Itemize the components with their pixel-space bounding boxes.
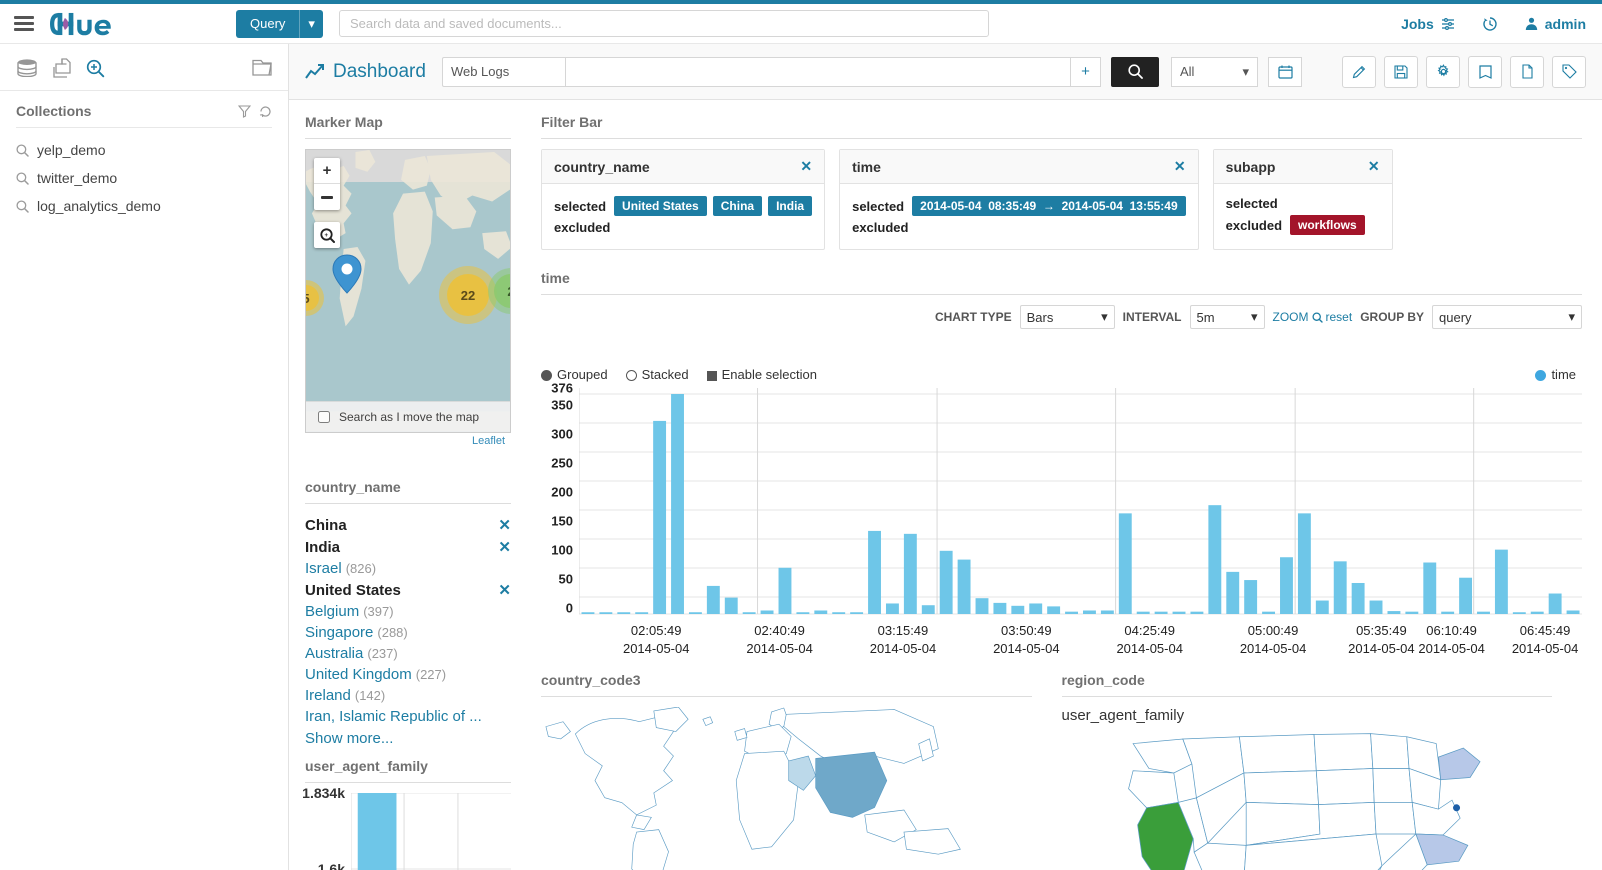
svg-text:+: + [324, 233, 328, 239]
